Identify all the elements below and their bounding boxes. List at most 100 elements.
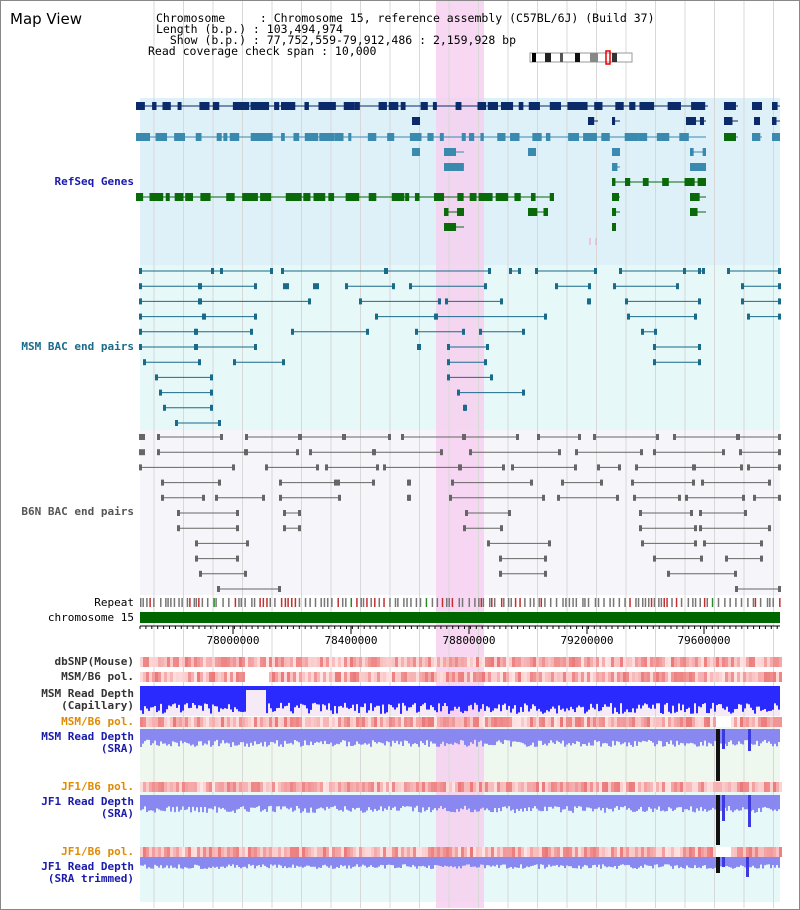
msm-pol2-cell bbox=[215, 717, 218, 727]
track-label-msm-pol-1[interactable]: MSM/B6 pol. bbox=[61, 670, 134, 683]
jf1-trim-depth-bar bbox=[338, 857, 340, 868]
dbsnp-cell bbox=[287, 657, 290, 667]
jf1-trim-depth-bar bbox=[246, 857, 248, 869]
b6n-bac-pair-end bbox=[296, 449, 299, 456]
gene-exon bbox=[702, 148, 706, 156]
jf1-sra-depth-bar bbox=[374, 795, 376, 809]
track-label-dbsnp[interactable]: dbSNP(Mouse) bbox=[54, 655, 134, 668]
track-label-jf1-pol-1[interactable]: JF1/B6 pol. bbox=[61, 780, 134, 793]
msm-bac-pair-end bbox=[625, 298, 628, 305]
msm-pol-cell bbox=[596, 672, 599, 682]
dbsnp-cell bbox=[230, 657, 233, 667]
capillary-depth-bar bbox=[216, 686, 218, 707]
capillary-depth-bar bbox=[434, 686, 436, 711]
msm-sra-depth-bar bbox=[546, 729, 548, 746]
capillary-depth-bar bbox=[746, 686, 748, 704]
b6n-bac-pair-end bbox=[236, 525, 239, 532]
jf1-sra-depth-bar bbox=[166, 795, 168, 808]
dbsnp-cell bbox=[758, 657, 761, 667]
dbsnp-cell bbox=[653, 657, 656, 667]
track-label-msm-bac[interactable]: MSM BAC end pairs bbox=[21, 340, 134, 353]
jf1-pol-cell bbox=[614, 782, 617, 792]
msm-sra-depth-bar bbox=[764, 729, 766, 740]
capillary-depth-bar bbox=[402, 686, 404, 703]
msm-sra-depth-bar bbox=[430, 729, 432, 742]
b6n-bac-pair-end bbox=[558, 449, 561, 456]
repeat-mark bbox=[345, 598, 347, 607]
gene-exon bbox=[667, 102, 681, 110]
jf1-sra-depth-bar bbox=[610, 795, 612, 809]
dbsnp-cell bbox=[737, 657, 740, 667]
capillary-depth-bar bbox=[318, 686, 320, 705]
jf1-sra-depth-bar bbox=[376, 795, 378, 811]
b6n-bac-pair-end bbox=[142, 434, 145, 440]
msm-sra-depth-bar bbox=[588, 729, 590, 743]
capillary-depth-bar bbox=[374, 686, 376, 708]
gene-exon bbox=[528, 148, 536, 156]
capillary-depth-bar bbox=[376, 686, 378, 706]
msm-sra-depth-bar bbox=[556, 729, 558, 741]
msm-pol2-cell bbox=[668, 717, 671, 727]
msm-sra-depth-bar bbox=[514, 729, 516, 742]
msm-bac-pair-end bbox=[479, 328, 482, 335]
jf1-sra-depth-bar bbox=[664, 795, 666, 812]
jf1-sra-depth-bar bbox=[562, 795, 564, 810]
msm-pol2-cell bbox=[404, 717, 407, 727]
capillary-depth-bar bbox=[648, 686, 650, 708]
jf1-trim-depth-bar bbox=[314, 857, 316, 867]
msm-sra-depth-bar bbox=[652, 729, 654, 743]
jf1-trim-depth-bar bbox=[514, 857, 516, 868]
track-label-msm-depth-sra[interactable]: MSM Read Depth (SRA) bbox=[41, 730, 134, 755]
jf1-pol-cell bbox=[599, 782, 602, 792]
msm-pol-cell bbox=[407, 672, 410, 682]
jf1-pol2-cell bbox=[773, 847, 776, 857]
dbsnp-cell bbox=[431, 657, 434, 667]
gene-exon bbox=[480, 133, 484, 141]
msm-sra-depth-bar bbox=[542, 729, 544, 745]
track-label-repeat[interactable]: Repeat bbox=[94, 596, 134, 609]
gene-exon bbox=[612, 178, 616, 186]
jf1-trim-depth-bar bbox=[430, 857, 432, 869]
track-label-msm-depth-capillary[interactable]: MSM Read Depth (Capillary) bbox=[41, 687, 134, 712]
jf1-pol2-cell bbox=[215, 847, 218, 857]
repeat-mark bbox=[555, 598, 558, 607]
jf1-sra-depth-bar bbox=[330, 795, 332, 808]
msm-bac-pair-end bbox=[522, 389, 525, 396]
jf1-trim-depth-bar bbox=[654, 857, 656, 865]
track-label-msm-pol-2[interactable]: MSM/B6 pol. bbox=[61, 715, 134, 728]
track-label-jf1-depth-sra[interactable]: JF1 Read Depth (SRA) bbox=[41, 795, 134, 820]
jf1-pol2-cell bbox=[656, 847, 659, 857]
jf1-pol2-cell bbox=[230, 847, 233, 857]
b6n-bac-pair-end bbox=[283, 510, 286, 516]
msm-pol-cell bbox=[161, 672, 164, 682]
msm-pol-cell bbox=[227, 672, 230, 682]
capillary-depth-bar bbox=[162, 686, 164, 714]
jf1-trim-depth-bar bbox=[770, 857, 772, 869]
capillary-depth-bar bbox=[476, 686, 478, 705]
jf1-trim-depth-bar bbox=[228, 857, 230, 865]
jf1-sra-depth-bar bbox=[140, 795, 142, 811]
track-label-refseq[interactable]: RefSeq Genes bbox=[54, 175, 134, 188]
msm-sra-depth-bar bbox=[362, 729, 364, 745]
dbsnp-cell bbox=[341, 657, 344, 667]
jf1-sra-depth-bar bbox=[770, 795, 772, 810]
b6n-bac-pair-end bbox=[451, 479, 454, 486]
msm-sra-depth-bar bbox=[238, 729, 240, 745]
track-label-jf1-depth-trimmed[interactable]: JF1 Read Depth (SRA trimmed) bbox=[41, 860, 134, 885]
dbsnp-cell bbox=[377, 657, 380, 667]
capillary-depth-bar bbox=[156, 686, 158, 713]
capillary-depth-bar bbox=[164, 686, 166, 713]
b6n-bac-pair-end bbox=[383, 464, 386, 471]
b6n-bac-pair-end bbox=[656, 434, 659, 440]
jf1-sra-depth-bar bbox=[342, 795, 344, 812]
gene-exon bbox=[638, 133, 648, 141]
msm-sra-depth-bar bbox=[552, 729, 554, 743]
msm-bac-pair-end bbox=[778, 298, 781, 305]
jf1-trim-depth-bar bbox=[150, 857, 152, 869]
msm-pol2-cell bbox=[254, 717, 257, 727]
repeat-mark bbox=[772, 598, 774, 607]
track-label-b6n-bac[interactable]: B6N BAC end pairs bbox=[21, 505, 134, 518]
track-label-jf1-pol-2[interactable]: JF1/B6 pol. bbox=[61, 845, 134, 858]
msm-pol-cell bbox=[560, 672, 563, 682]
msm-bac-pair-end bbox=[313, 283, 316, 290]
